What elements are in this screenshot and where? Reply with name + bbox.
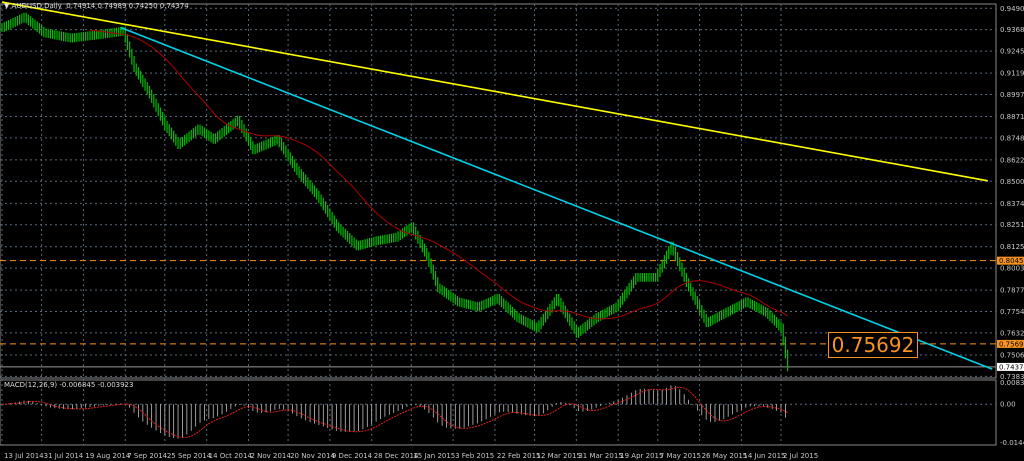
symbol-title: AUDUSD,Daily [11, 2, 62, 10]
macd-pane-frame [0, 379, 997, 446]
x-tick-label: 3 Feb 2015 [455, 452, 494, 460]
level-price-tag [997, 339, 1024, 348]
macd-y-tick-label: 0.00 [1000, 401, 1016, 409]
chart-header: ▼ AUDUSD,Daily 0.74914 0.74989 0.74250 0… [4, 2, 189, 10]
x-tick-label: 14 Oct 2014 [209, 452, 253, 460]
level-price-tag-text: 0.74374 [999, 363, 1024, 371]
macd-y-tick-label: 0.008313 [1000, 379, 1024, 387]
trendline-cyan [120, 26, 993, 370]
macd-title: MACD(12,26,9) -0.006845 -0.003923 [4, 381, 134, 389]
y-tick-label: 0.81255 [1000, 243, 1024, 251]
y-tick-label: 0.91195 [1000, 70, 1024, 78]
moving-average-line [89, 29, 788, 320]
x-tick-label: 7 May 2015 [660, 452, 701, 460]
y-tick-label: 0.86225 [1000, 156, 1024, 164]
macd-y-tick-label: -0.014483 [1000, 439, 1024, 447]
x-tick-label: 20 Nov 2014 [290, 452, 335, 460]
x-tick-label: 19 Aug 2014 [85, 452, 130, 460]
x-tick-label: 15 Jan 2015 [413, 452, 455, 460]
x-tick-label: 31 Mar 2015 [578, 452, 622, 460]
macd-signal-line [1, 386, 788, 439]
level-price-tag-text: 0.75692 [999, 340, 1024, 348]
x-tick-label: 31 Jul 2014 [44, 452, 84, 460]
trendline-yellow [1, 1, 988, 182]
y-tick-label: 0.77545 [1000, 308, 1024, 316]
x-tick-label: 19 Apr 2015 [620, 452, 663, 460]
x-tick-label: 25 Sep 2014 [167, 452, 212, 460]
y-tick-label: 0.73835 [1000, 373, 1024, 381]
main-pane-frame [0, 3, 997, 379]
x-tick-label: 7 Sep 2014 [127, 452, 167, 460]
level-price-tag [997, 256, 1024, 265]
x-tick-label: 26 May 2015 [702, 452, 748, 460]
y-tick-label: 0.92455 [1000, 48, 1024, 56]
x-tick-label: 9 Dec 2014 [332, 452, 373, 460]
x-tick-label: 12 Mar 2015 [537, 452, 581, 460]
price-marker-label: 0.75692 [828, 332, 918, 358]
level-price-tag-text: 0.80457 [999, 257, 1024, 265]
x-tick-label: 13 Jul 2014 [4, 452, 44, 460]
x-tick-label: 2 Nov 2014 [250, 452, 291, 460]
y-tick-label: 0.87485 [1000, 134, 1024, 142]
ohlc-values: 0.74914 0.74989 0.74250 0.74374 [66, 2, 189, 10]
x-tick-label: 14 Jun 2015 [743, 452, 785, 460]
y-tick-label: 0.94905 [1000, 5, 1024, 13]
collapse-triangle-icon[interactable]: ▼ [4, 2, 10, 10]
x-tick-label: 2 Jul 2015 [783, 452, 818, 460]
level-price-tag [997, 362, 1024, 371]
y-tick-label: 0.82515 [1000, 221, 1024, 229]
x-tick-label: 28 Dec 2014 [374, 452, 419, 460]
x-tick-label: 22 Feb 2015 [497, 452, 541, 460]
